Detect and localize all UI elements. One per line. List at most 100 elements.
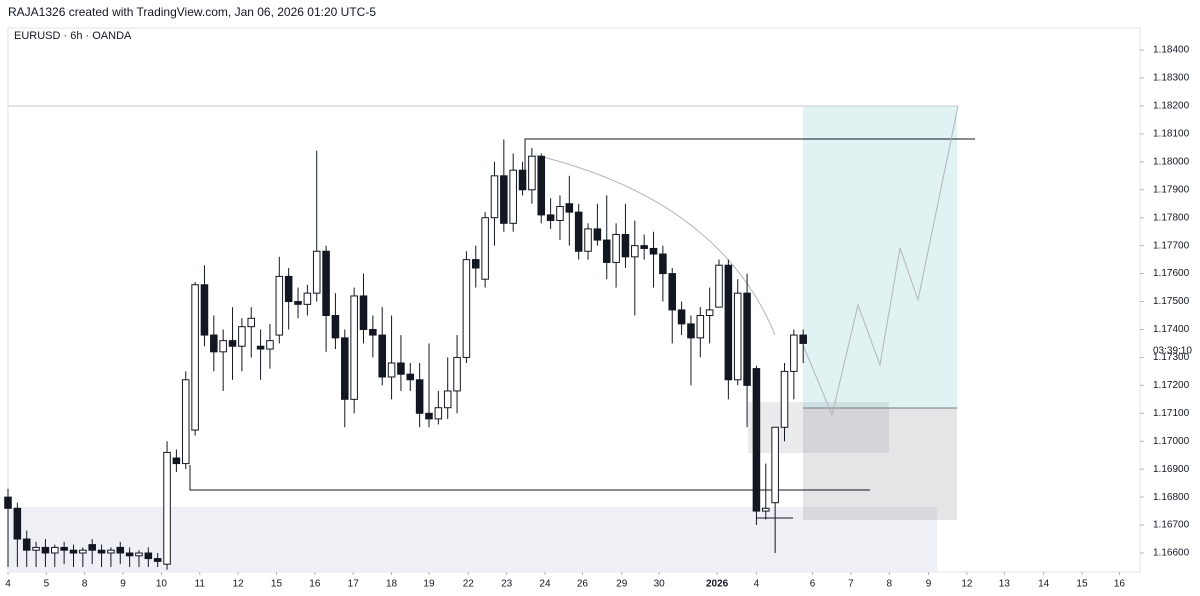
y-tick-label: 1.18300 [1153, 73, 1190, 84]
candle-body [733, 292, 742, 381]
candle-body [790, 334, 798, 372]
x-tick-label: 19 [423, 579, 435, 590]
target-zone [803, 106, 957, 408]
candle-body [462, 259, 471, 358]
candle-body [4, 496, 12, 509]
candle-body [397, 362, 405, 375]
candle-body [359, 295, 368, 330]
candle-body [602, 239, 611, 263]
projection [802, 105, 959, 417]
y-tick-label: 1.17400 [1153, 324, 1190, 335]
candle-body [705, 309, 714, 317]
candle-body [228, 340, 237, 347]
x-tick-label: 15 [1076, 579, 1088, 590]
candle-body [743, 292, 751, 386]
candle-body [200, 284, 209, 336]
x-tick-label: 30 [654, 579, 666, 590]
candle-body [640, 245, 648, 249]
candle-body [612, 233, 620, 263]
candle-body [256, 345, 265, 350]
x-tick-label: 23 [501, 579, 513, 590]
y-tick-label: 1.16600 [1153, 548, 1190, 559]
plot [4, 139, 807, 570]
x-tick-label: 9 [120, 579, 126, 590]
candle-body [621, 233, 630, 258]
x-tick-label: 26 [577, 579, 589, 590]
x-tick-label: 11 [195, 579, 206, 590]
candle-body [799, 334, 807, 344]
x-tick-label: 7 [848, 579, 854, 590]
candle-body [275, 275, 284, 336]
y-tick-label: 1.17200 [1153, 380, 1190, 391]
candle-body [443, 390, 452, 409]
candle-body [238, 326, 246, 347]
candle-body [659, 253, 667, 275]
candle-body [481, 217, 489, 280]
candle-body [687, 323, 695, 339]
x-tick-label: 5 [44, 579, 50, 590]
y-tick-label: 1.17600 [1153, 268, 1190, 279]
candle-body [668, 273, 677, 311]
candle-body [219, 340, 227, 353]
y-tick-label: 1.17700 [1153, 240, 1190, 251]
candle-body [51, 546, 59, 554]
candle-body [593, 228, 602, 241]
candle-body [79, 549, 87, 554]
candle-body [125, 552, 134, 557]
x-tick-label: 15 [271, 579, 283, 590]
candle-body [116, 546, 125, 554]
candle-body [303, 292, 312, 305]
stop-zone [803, 408, 957, 520]
candle-body [724, 264, 733, 381]
candle-body [696, 315, 705, 339]
y-tick-label: 1.16700 [1153, 520, 1190, 531]
x-tick-label: 18 [386, 579, 398, 590]
y-tick-label: 1.17800 [1153, 212, 1190, 223]
candle-body [181, 379, 190, 465]
candle-body [135, 552, 143, 557]
candle-body [406, 373, 415, 381]
candle-body [163, 451, 171, 565]
low-line [189, 465, 870, 491]
demand-zone [8, 507, 937, 572]
x-tick-label: 17 [348, 579, 360, 590]
candle-body [490, 175, 499, 219]
candle-body [191, 284, 199, 431]
y-tick-label: 1.17000 [1153, 436, 1190, 447]
candle-body [97, 549, 106, 554]
arc [534, 154, 776, 336]
candle-body [565, 203, 574, 213]
y-tick-label: 1.16900 [1153, 464, 1190, 475]
candle-body [60, 546, 68, 551]
candle-body [780, 370, 789, 428]
candle-body [266, 340, 274, 350]
candle-body [331, 315, 340, 339]
candle-body [509, 169, 517, 224]
candle-body [546, 214, 555, 222]
x-tick-label: 2026 [706, 579, 729, 590]
candle-body [284, 275, 293, 303]
x-tick-label: 24 [539, 579, 551, 590]
candle-body [752, 368, 761, 512]
candle-body [537, 155, 546, 216]
candle-body [350, 295, 358, 400]
candle-body [172, 457, 181, 465]
candle-body [528, 155, 536, 191]
x-tick-label: 13 [999, 579, 1011, 590]
y-tick-label: 1.17100 [1153, 408, 1190, 419]
candle-body [387, 362, 396, 378]
candle-body [500, 175, 508, 224]
candle-body [210, 334, 218, 353]
x-tick-label: 6 [810, 579, 816, 590]
symbol-title: EURUSD · 6h · OANDA [14, 30, 132, 42]
candle-body [631, 245, 639, 258]
candle-body [294, 301, 302, 305]
candle-body [69, 549, 78, 554]
candle-body [378, 334, 386, 378]
candle-body [649, 247, 658, 255]
candle-body [771, 426, 779, 504]
x-tick-label: 4 [754, 579, 760, 590]
candle-body [425, 412, 433, 420]
